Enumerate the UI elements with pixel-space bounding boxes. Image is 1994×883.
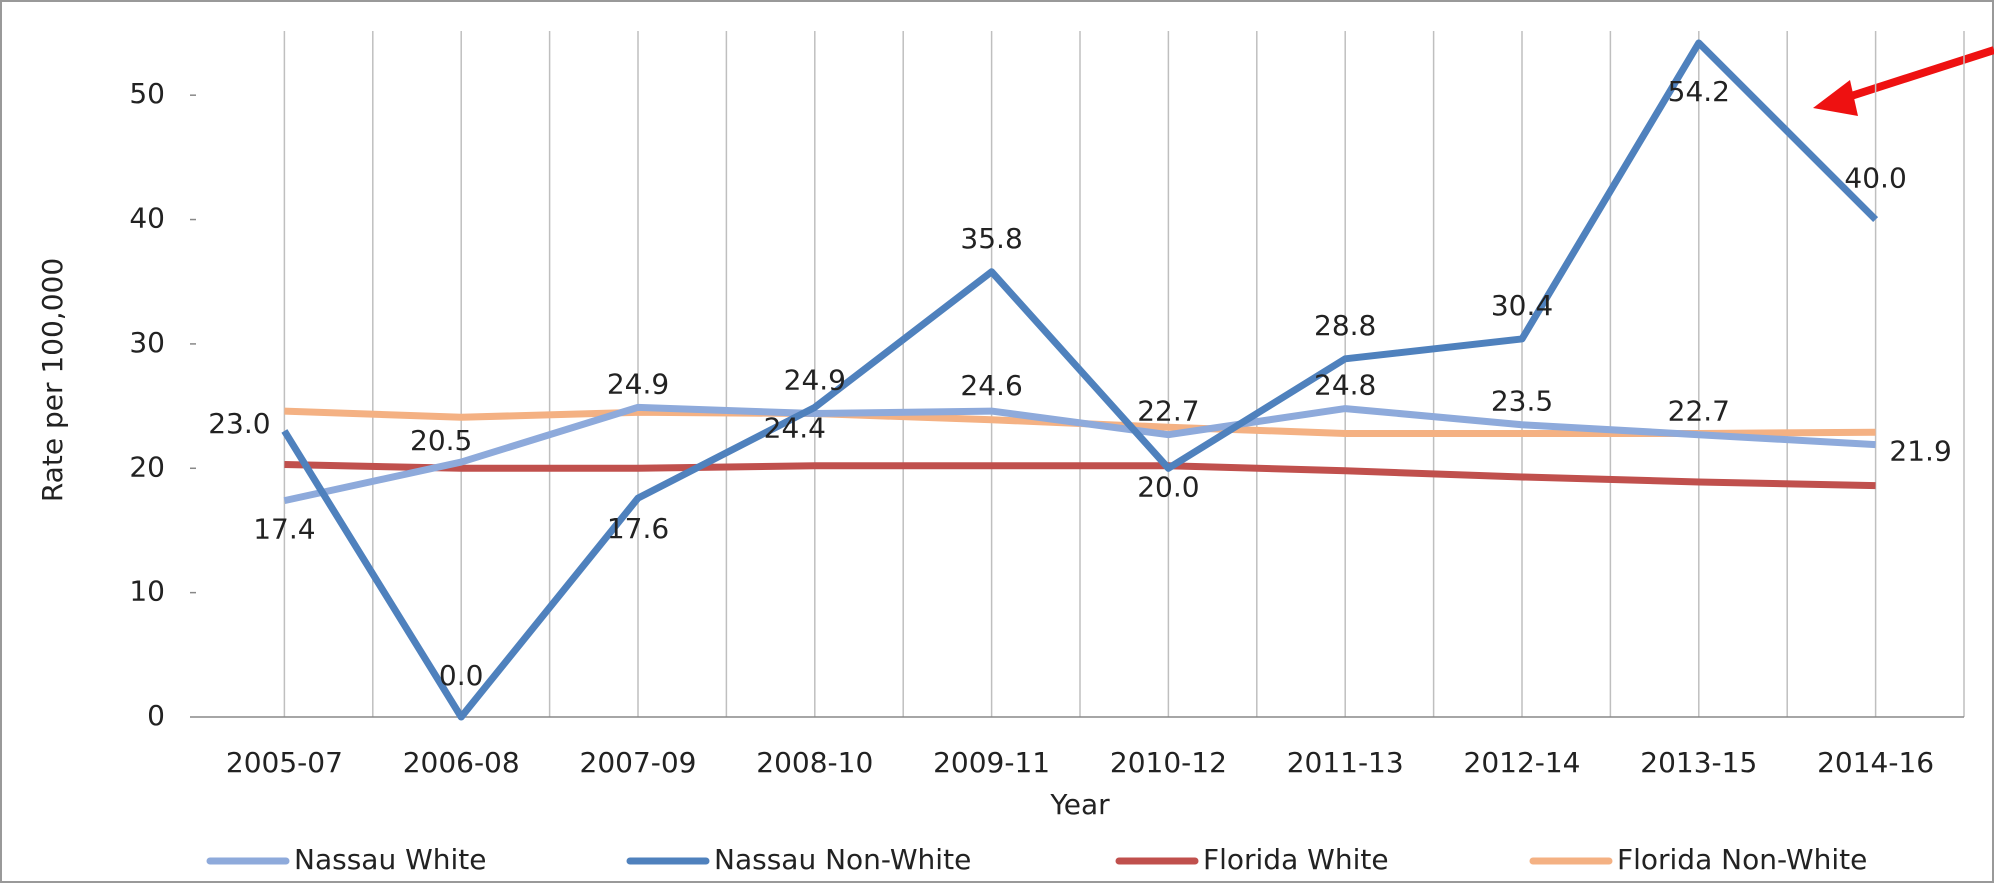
- legend-label: Nassau Non-White: [714, 843, 971, 876]
- data-label: 24.6: [960, 369, 1022, 402]
- legend-label: Nassau White: [294, 843, 487, 876]
- data-label: 21.9: [1889, 435, 1951, 468]
- data-label: 20.0: [1137, 470, 1199, 503]
- data-label: 23.0: [208, 407, 270, 440]
- x-tick-label: 2014-16: [1817, 746, 1934, 779]
- series-line: [281, 39, 1879, 721]
- legend-label: Florida White: [1203, 843, 1389, 876]
- series-line: [283, 403, 1876, 505]
- x-axis-label: Year: [1049, 788, 1110, 821]
- data-label: 24.9: [607, 367, 669, 400]
- data-label: 17.4: [253, 513, 315, 546]
- y-tick-label: 50: [129, 77, 165, 110]
- x-tick-label: 2008-10: [756, 746, 873, 779]
- data-label: 24.4: [764, 412, 826, 445]
- data-label: 40.0: [1844, 162, 1906, 195]
- data-label: 28.8: [1314, 309, 1376, 342]
- data-label: 23.5: [1491, 385, 1553, 418]
- data-label: 30.4: [1491, 289, 1553, 322]
- y-tick-label: 40: [129, 202, 165, 235]
- x-tick-label: 2010-12: [1110, 746, 1227, 779]
- data-label: 22.7: [1137, 395, 1199, 428]
- data-label: 0.0: [439, 659, 484, 692]
- x-tick-label: 2007-09: [580, 746, 697, 779]
- series-line: [284, 461, 1876, 490]
- data-label: 24.8: [1314, 369, 1376, 402]
- x-tick-label: 2006-08: [403, 746, 520, 779]
- legend-label: Florida Non-White: [1617, 843, 1867, 876]
- x-tick-label: 2011-13: [1287, 746, 1404, 779]
- y-tick-label: 20: [129, 450, 165, 483]
- data-label: 24.9: [784, 363, 846, 396]
- data-label: 20.5: [410, 424, 472, 457]
- annotation-arrow: [1813, 46, 1994, 116]
- data-label: 54.2: [1668, 75, 1730, 108]
- x-tick-label: 2012-14: [1464, 746, 1581, 779]
- y-axis-label: Rate per 100,000: [36, 258, 69, 502]
- y-tick-label: 10: [129, 575, 165, 608]
- y-tick-label: 30: [129, 326, 165, 359]
- data-label: 17.6: [607, 512, 669, 545]
- data-label: 35.8: [960, 222, 1022, 255]
- x-tick-label: 2005-07: [226, 746, 343, 779]
- x-tick-label: 2013-15: [1640, 746, 1757, 779]
- data-label: 22.7: [1668, 395, 1730, 428]
- x-tick-label: 2009-11: [933, 746, 1050, 779]
- y-tick-label: 0: [147, 699, 165, 732]
